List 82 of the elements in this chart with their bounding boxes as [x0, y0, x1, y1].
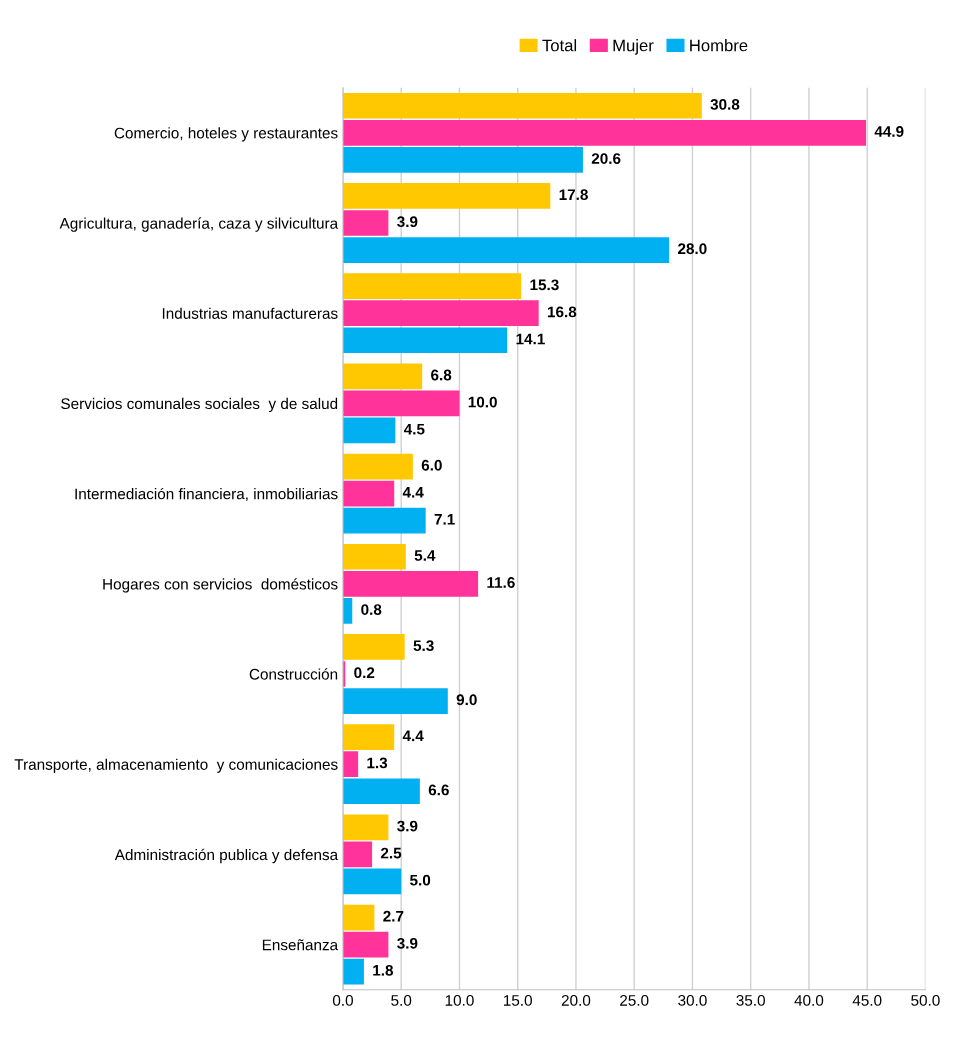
bar	[342, 814, 389, 841]
data-label: 3.9	[397, 216, 418, 228]
bar	[342, 390, 460, 417]
data-label: 2.7	[383, 910, 404, 922]
legend-label: Hombre	[690, 39, 748, 52]
bar	[342, 119, 867, 146]
data-label: 9.0	[456, 694, 477, 706]
x-tick-label: 30.0	[678, 994, 707, 1006]
bar	[342, 958, 364, 985]
bar	[342, 724, 395, 750]
data-label: 17.8	[559, 189, 588, 201]
data-label: 5.3	[413, 640, 434, 652]
x-tick-label: 45.0	[852, 994, 882, 1006]
bar	[342, 300, 539, 327]
x-tick-label: 50.0	[911, 994, 940, 1006]
x-tick-label: 20.0	[561, 994, 591, 1006]
bar	[342, 273, 522, 299]
bar	[342, 931, 389, 958]
y-tick-label: Intermediación financiera, inmobiliarias	[75, 487, 338, 502]
data-label: 0.8	[361, 604, 382, 615]
x-tick-label: 15.0	[504, 994, 532, 1006]
data-label: 30.8	[710, 99, 740, 110]
data-label: 4.5	[403, 423, 425, 435]
data-label: 4.4	[402, 730, 424, 742]
data-label: 6.6	[428, 784, 449, 796]
y-tick-label: Industrias manufactureras	[162, 307, 338, 319]
x-tick-label: 40.0	[794, 994, 824, 1006]
data-label: 1.3	[367, 757, 388, 769]
data-label: 3.9	[397, 820, 418, 832]
bar	[342, 507, 426, 534]
data-label: 10.0	[468, 396, 497, 408]
data-label: 1.8	[373, 964, 394, 976]
x-tick-label: 10.0	[445, 994, 474, 1006]
bar	[342, 570, 479, 597]
data-label: 14.1	[516, 333, 545, 345]
bar	[342, 688, 448, 714]
bar	[342, 92, 702, 119]
data-label: 28.0	[678, 243, 707, 255]
bar	[342, 363, 423, 390]
y-tick-label: Comercio, hoteles y restaurantes	[114, 127, 338, 142]
y-tick-label: Servicios comunales sociales y de salud	[61, 397, 338, 413]
bar	[342, 868, 402, 895]
data-label: 11.6	[487, 577, 515, 588]
bar	[342, 904, 375, 931]
data-label: 16.8	[547, 306, 577, 318]
y-tick-label: Construcción	[249, 668, 338, 680]
bar	[342, 183, 551, 209]
y-tick-label: Enseñanza	[262, 939, 339, 951]
bar	[342, 480, 395, 507]
y-tick-label: Transporte, almacenamiento y comunicaciones	[14, 758, 338, 773]
data-label: 5.0	[410, 874, 431, 886]
bar	[342, 778, 420, 805]
y-tick-label: Hogares con servicios domésticos	[103, 578, 338, 593]
bar	[342, 327, 508, 354]
y-tick-label: Agricultura, ganadería, caza y silvicultura	[59, 217, 339, 232]
bar	[342, 634, 405, 660]
x-tick-label: 25.0	[620, 994, 649, 1006]
bar	[342, 453, 413, 480]
data-label: 20.6	[591, 153, 621, 164]
data-label: 4.4	[402, 487, 424, 498]
legend-label: Total	[542, 39, 577, 52]
x-tick-label: 0.0	[332, 994, 353, 1006]
bar	[342, 543, 406, 570]
x-tick-label: 5.0	[391, 994, 412, 1006]
data-label: 2.5	[380, 847, 402, 859]
bar	[342, 841, 373, 868]
bar	[342, 417, 396, 444]
data-label: 6.8	[431, 369, 452, 381]
data-label: 15.3	[530, 279, 559, 291]
data-label: 3.9	[397, 937, 418, 949]
x-tick-label: 35.0	[736, 994, 765, 1006]
bar	[342, 751, 359, 778]
bar	[342, 147, 583, 173]
data-label: 7.1	[434, 514, 455, 525]
bar	[342, 210, 389, 236]
data-label: 6.0	[421, 459, 442, 471]
data-label: 44.9	[874, 126, 904, 137]
data-label: 5.4	[414, 550, 436, 561]
y-tick-label: Administración publica y defensa	[114, 848, 339, 864]
bar	[342, 237, 670, 263]
data-label: 0.2	[354, 667, 375, 679]
legend-label: Mujer	[613, 39, 654, 55]
